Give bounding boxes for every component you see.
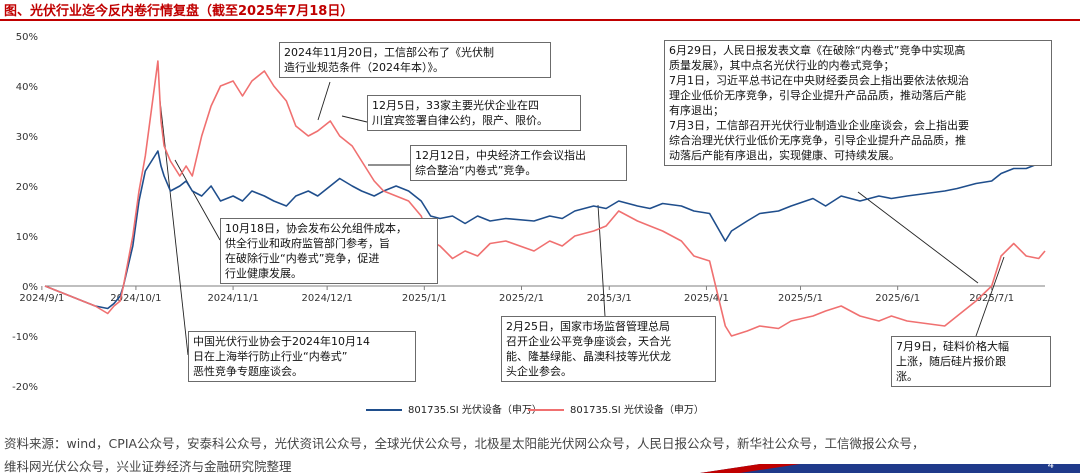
series-line-red	[44, 60, 1046, 337]
x-tick-label: 2024/12/1	[301, 293, 352, 304]
y-tick-label: 20%	[16, 182, 38, 193]
legend-label-red: 801735.SI 光伏设备（申万）	[570, 405, 704, 416]
x-tick-label: 2024/10/1	[110, 293, 161, 304]
annotation-2024-10-14: 中国光伏行业协会于2024年10月14 日在上海举行防止行业“内卷式” 恶性竞争…	[188, 331, 416, 382]
page-number: 4	[1047, 460, 1054, 471]
source-line-2: 维科网光伏公众号，兴业证券经济与金融研究院整理	[4, 459, 292, 474]
y-tick-label: 40%	[16, 82, 38, 93]
y-tick-label: 30%	[16, 132, 38, 143]
annotation-2025-02-25: 2月25日，国家市场监督管理总局 召开企业公平竞争座谈会，天合光 能、隆基绿能、…	[501, 316, 716, 382]
annotation-2024-11-20: 2024年11月20日，工信部公布了《光伏制 造行业规范条件（2024年本）》。	[279, 42, 551, 78]
legend-label-blue: 801735.SI 光伏设备（申万）	[408, 405, 542, 416]
annotation-leader-line	[174, 159, 221, 241]
title-bar: 图、光伏行业迄今反内卷行情复盘（截至2025年7月18日）	[0, 0, 1080, 20]
annotation-leader-line	[975, 256, 1005, 337]
title-rule	[0, 19, 1080, 21]
figure-title: 图、光伏行业迄今反内卷行情复盘（截至2025年7月18日）	[4, 4, 354, 19]
x-tick-label: 2025/7/1	[969, 293, 1014, 304]
footer-bar	[0, 464, 1080, 473]
line-chart: 50% 40% 30% 20% 10% 0% -10% -20% 2024/9/1 2024/1…	[12, 32, 1046, 393]
x-tick-label: 2024/11/1	[207, 293, 258, 304]
legend-blue: 801735.SI 光伏设备（申万）	[366, 401, 542, 416]
annotation-2025-07-09: 7月9日，硅料价格大幅 上涨，随后硅片报价跟 涨。	[891, 336, 1051, 387]
legend-swatch-red	[528, 409, 564, 411]
annotation-2024-12-05: 12月5日，33家主要光伏企业在四 川宜宾签署自律公约，限产、限价。	[367, 95, 581, 131]
annotation-leader-line	[159, 99, 189, 356]
y-tick-label: -20%	[12, 382, 38, 393]
x-tick-label: 2024/9/1	[19, 293, 64, 304]
y-tick-label: -10%	[12, 332, 38, 343]
annotation-2024-12-12: 12月12日，中央经济工作会议指出 综合整治“内卷式”竞争。	[410, 145, 627, 181]
y-tick-label: 50%	[16, 32, 38, 43]
annotation-leader-line	[857, 191, 979, 284]
x-tick-label: 2025/6/1	[875, 293, 920, 304]
x-tick-label: 2025/4/1	[684, 293, 729, 304]
x-tick-label: 2025/2/1	[499, 293, 544, 304]
legend-red: 801735.SI 光伏设备（申万）	[528, 401, 704, 416]
x-tick-label: 2025/1/1	[402, 293, 447, 304]
series-line-blue	[44, 150, 1046, 310]
annotation-leader-line	[341, 115, 368, 123]
y-tick-label: 10%	[16, 232, 38, 243]
legend-swatch-blue	[366, 409, 402, 411]
x-tick-label: 2025/3/1	[587, 293, 632, 304]
annotation-2024-10-18: 10月18日，协会发布公允组件成本， 供全行业和政府监管部门参考，旨 在破除行业…	[220, 218, 438, 284]
annotation-leader-line	[317, 81, 331, 121]
y-tick-label: 0%	[22, 282, 38, 293]
annotation-leader-line	[597, 204, 606, 317]
x-tick-label: 2025/5/1	[778, 293, 823, 304]
source-line-1: 资料来源：wind，CPIA公众号，安泰科公众号，光伏资讯公众号，全球光伏公众号…	[4, 436, 925, 451]
annotation-2025-06-29: 6月29日，人民日报发表文章《在破除“内卷式”竞争中实现高 质量发展》，其中点名…	[664, 40, 1052, 166]
